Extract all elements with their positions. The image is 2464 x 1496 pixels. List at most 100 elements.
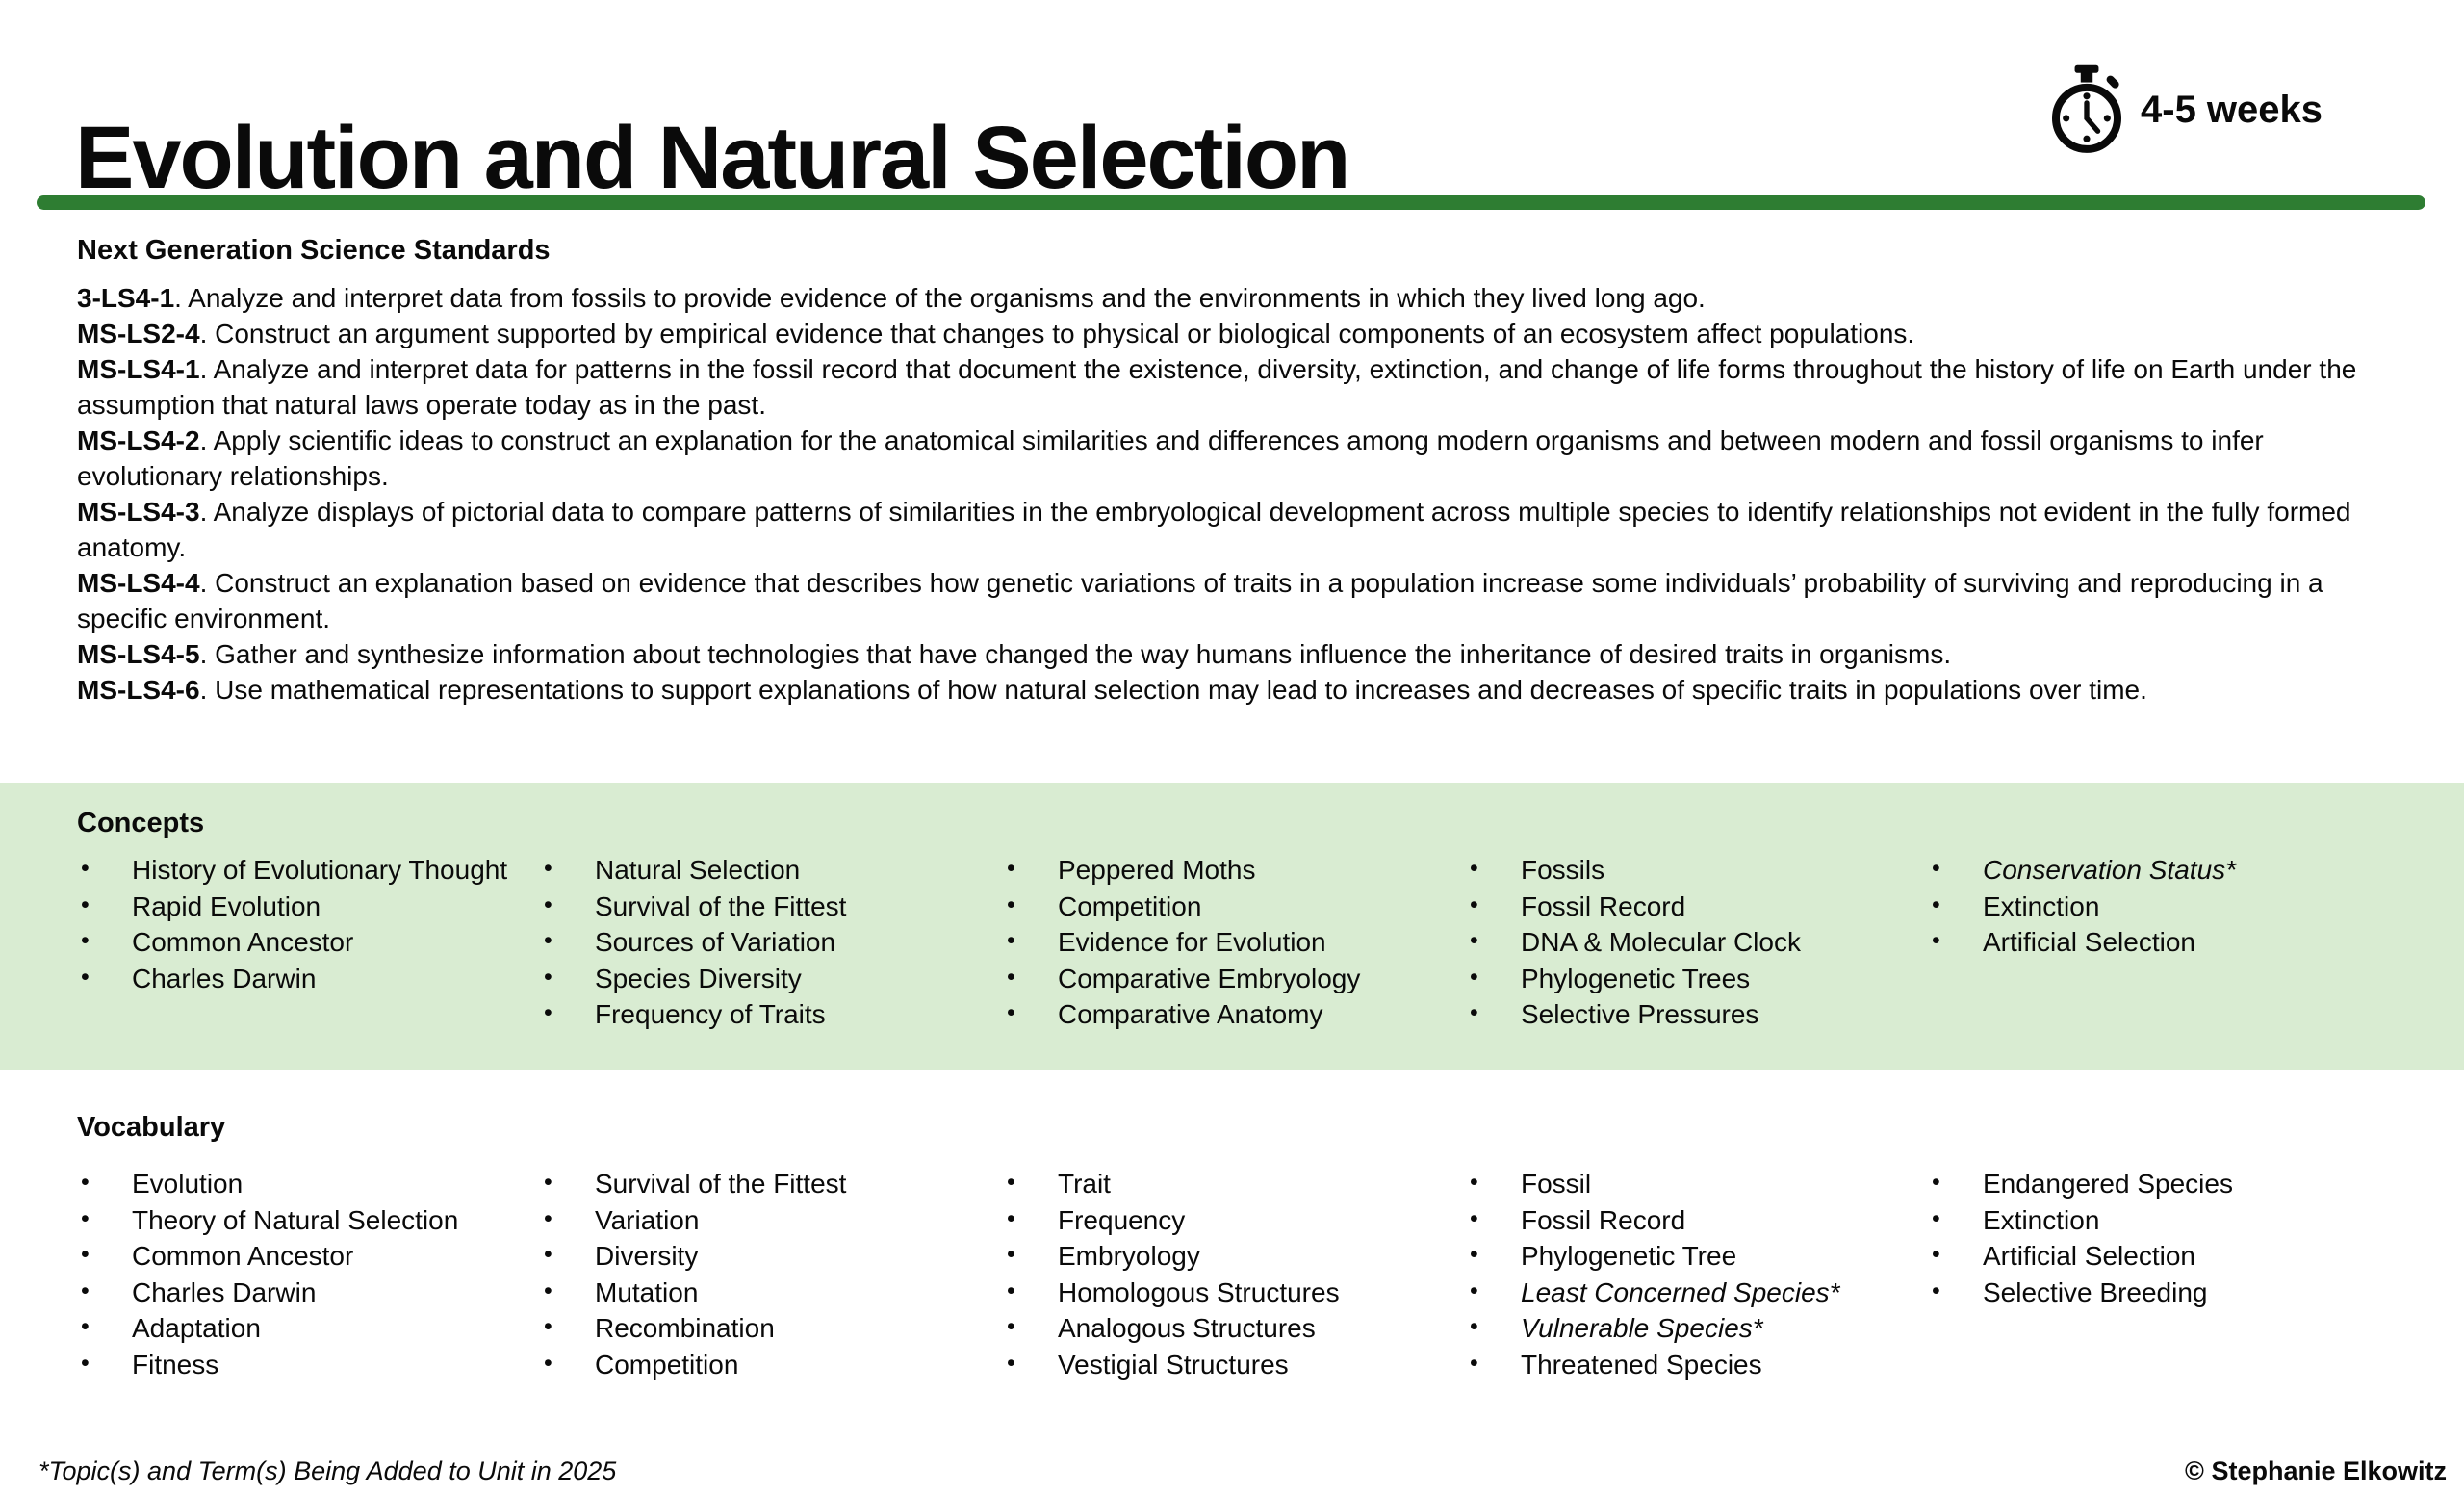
vocabulary-column-3: • Trait • Frequency • Embryology • Homologous S…	[1003, 1166, 1466, 1382]
list-item-label: Artificial Selection	[1983, 927, 2195, 957]
list-item: • Charles Darwin	[77, 1275, 540, 1311]
asterisk-footnote: *Topic(s) and Term(s) Being Added to Uni…	[38, 1457, 617, 1485]
list-item: • Theory of Natural Selection	[77, 1202, 540, 1239]
list-item: • Species Diversity	[540, 961, 1003, 997]
list-item-label: Mutation	[595, 1277, 699, 1307]
page-title: Evolution and Natural Selection	[75, 108, 1350, 207]
list-item-label: Fossil	[1521, 1169, 1592, 1199]
list-item: • History of Evolutionary Thought	[77, 852, 540, 889]
list-item: • Fossils	[1466, 852, 1928, 889]
list-item: • Extinction	[1928, 889, 2435, 925]
standard-code: MS-LS4-4	[77, 568, 215, 598]
list-item-label: Competition	[595, 1349, 739, 1380]
list-item: • Trait	[1003, 1166, 1466, 1202]
vocabulary-column-2: • Survival of the Fittest • Variation • Diver…	[540, 1166, 1003, 1382]
bullet-dot-icon: •	[1007, 1241, 1015, 1268]
standard-item: MS-LS4-5Gather and synthesize informatio…	[77, 636, 2397, 672]
list-item-label: Least Concerned Species*	[1521, 1277, 1840, 1307]
standard-text: Analyze displays of pictorial data to co…	[77, 497, 2351, 562]
concepts-section: Concepts • History of Evolutionary Though…	[0, 783, 2464, 1070]
bullet-dot-icon: •	[81, 1169, 90, 1196]
bullet-dot-icon: •	[81, 1277, 90, 1304]
list-item: • Analogous Structures	[1003, 1310, 1466, 1347]
list-item: • Competition	[1003, 889, 1466, 925]
list-item-label: Conservation Status*	[1983, 855, 2237, 885]
list-item: • Diversity	[540, 1238, 1003, 1275]
list-item: • Comparative Anatomy	[1003, 996, 1466, 1033]
bullet-dot-icon: •	[1470, 855, 1478, 882]
standard-text: Apply scientific ideas to construct an e…	[77, 426, 2264, 491]
bullet-dot-icon: •	[544, 1169, 552, 1196]
bullet-dot-icon: •	[81, 1313, 90, 1340]
bullet-dot-icon: •	[1470, 1277, 1478, 1304]
list-item: • Selective Breeding	[1928, 1275, 2435, 1311]
bullet-dot-icon: •	[81, 1241, 90, 1268]
list-item: • Conservation Status*	[1928, 852, 2435, 889]
bullet-dot-icon: •	[1007, 999, 1015, 1026]
vocabulary-column-1: • Evolution • Theory of Natural Selection • C…	[77, 1166, 540, 1382]
list-item-label: Diversity	[595, 1241, 699, 1271]
list-item-label: Selective Pressures	[1521, 999, 1759, 1029]
list-item: • Phylogenetic Trees	[1466, 961, 1928, 997]
list-item: • Least Concerned Species*	[1466, 1275, 1928, 1311]
list-item: • Evidence for Evolution	[1003, 924, 1466, 961]
list-item-label: Endangered Species	[1983, 1169, 2233, 1199]
bullet-dot-icon: •	[1007, 927, 1015, 954]
list-item: • Mutation	[540, 1275, 1003, 1311]
bullet-dot-icon: •	[1007, 1277, 1015, 1304]
standard-text: Use mathematical representations to supp…	[215, 675, 2147, 705]
bullet-dot-icon: •	[81, 890, 90, 918]
list-item-label: Phylogenetic Trees	[1521, 963, 1751, 993]
list-item-label: Common Ancestor	[132, 927, 354, 957]
bullet-dot-icon: •	[81, 855, 90, 882]
list-item: • Fitness	[77, 1347, 540, 1383]
bullet-dot-icon: •	[544, 1277, 552, 1304]
list-item-label: Theory of Natural Selection	[132, 1204, 459, 1235]
standard-code: MS-LS4-3	[77, 497, 214, 527]
list-item: • DNA & Molecular Clock	[1466, 924, 1928, 961]
bullet-dot-icon: •	[1470, 1241, 1478, 1268]
bullet-dot-icon: •	[544, 890, 552, 918]
bullet-dot-icon: •	[1470, 963, 1478, 991]
list-item-label: Peppered Moths	[1058, 855, 1256, 885]
list-item: • Artificial Selection	[1928, 924, 2435, 961]
vocabulary-columns: • Evolution • Theory of Natural Selection • C…	[77, 1166, 2435, 1382]
standard-item: MS-LS2-4Construct an argument supported …	[77, 316, 2397, 351]
standard-text: Analyze and interpret data from fossils …	[188, 283, 1706, 313]
bullet-dot-icon: •	[81, 963, 90, 991]
bullet-dot-icon: •	[544, 927, 552, 954]
list-item-label: Phylogenetic Tree	[1521, 1241, 1737, 1271]
list-item: • Variation	[540, 1202, 1003, 1239]
list-item: • Survival of the Fittest	[540, 889, 1003, 925]
list-item: • Recombination	[540, 1310, 1003, 1347]
list-item-label: DNA & Molecular Clock	[1521, 927, 1801, 957]
list-item-label: Frequency of Traits	[595, 999, 826, 1029]
list-item: • Fossil	[1466, 1166, 1928, 1202]
bullet-dot-icon: •	[544, 1349, 552, 1377]
list-item: • Competition	[540, 1347, 1003, 1383]
standards-list: 3-LS4-1Analyze and interpret data from f…	[77, 280, 2397, 708]
standard-code: MS-LS2-4	[77, 319, 215, 348]
list-item: • Adaptation	[77, 1310, 540, 1347]
concepts-column-1: • History of Evolutionary Thought • Rapid E…	[77, 852, 540, 996]
list-item-label: Fossils	[1521, 855, 1605, 885]
duration-label: 4-5 weeks	[2141, 88, 2323, 131]
standard-text: Construct an argument supported by empir…	[215, 319, 1915, 348]
bullet-dot-icon: •	[1932, 1241, 1940, 1268]
list-item-label: Vestigial Structures	[1058, 1349, 1289, 1380]
list-item-label: Selective Breeding	[1983, 1277, 2208, 1307]
bullet-dot-icon: •	[1932, 855, 1940, 882]
concepts-heading: Concepts	[77, 808, 205, 838]
bullet-dot-icon: •	[1932, 1277, 1940, 1304]
list-item-label: Extinction	[1983, 1204, 2100, 1235]
vocabulary-column-5: • Endangered Species • Extinction • Artificia…	[1928, 1166, 2435, 1310]
bullet-dot-icon: •	[81, 1204, 90, 1232]
standard-code: MS-LS4-1	[77, 354, 214, 384]
list-item-label: Vulnerable Species*	[1521, 1313, 1763, 1343]
bullet-dot-icon: •	[1007, 1313, 1015, 1340]
bullet-dot-icon: •	[1007, 1204, 1015, 1232]
list-item-label: Competition	[1058, 890, 1202, 921]
list-item-label: Variation	[595, 1204, 700, 1235]
stopwatch-icon	[2048, 64, 2125, 156]
bullet-dot-icon: •	[544, 999, 552, 1026]
